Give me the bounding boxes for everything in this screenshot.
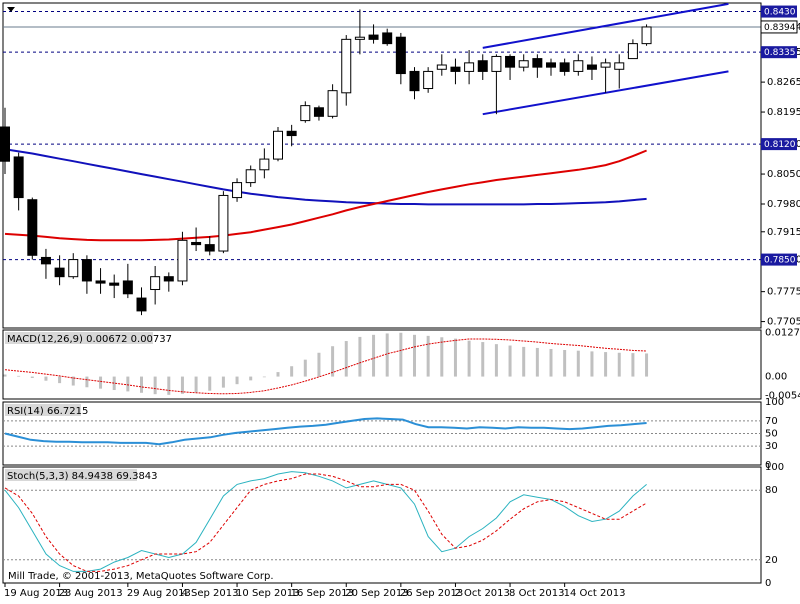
candle-body xyxy=(28,200,37,256)
rsi-tick-label: 50 xyxy=(765,429,778,440)
panel-frame-stoch xyxy=(3,467,761,583)
macd-tick-label: 0.01277 xyxy=(765,328,800,339)
candle-body xyxy=(96,281,105,283)
candle-body xyxy=(233,183,242,198)
level-tag-label: 0.8430 xyxy=(764,8,796,18)
candle-body xyxy=(246,170,255,183)
candle-body xyxy=(437,65,446,69)
candle-body xyxy=(192,242,201,244)
candle-body xyxy=(137,298,146,311)
candle-body xyxy=(301,106,310,121)
x-tick-label: 8 Oct 2013 xyxy=(509,588,564,599)
stoch-tick-label: 0 xyxy=(765,578,771,589)
candle-body xyxy=(451,67,460,71)
current-price-label: 0.8394 xyxy=(764,23,796,33)
stoch-tick-label: 20 xyxy=(765,555,778,566)
candle-body xyxy=(615,63,624,69)
candle-body xyxy=(82,260,91,281)
price-tick-label: 0.7705 xyxy=(767,317,800,328)
candle-body xyxy=(178,240,187,281)
candle-body xyxy=(164,277,173,281)
rsi-title: RSI(14) 66.7215 xyxy=(7,406,88,417)
rsi-tick-label: 30 xyxy=(765,441,778,452)
candle-body xyxy=(14,157,23,198)
price-tick-label: 0.8265 xyxy=(767,77,800,88)
x-tick-label: 23 Aug 2013 xyxy=(59,588,123,599)
x-tick-label: 4 Sep 2013 xyxy=(181,588,238,599)
candle-body xyxy=(123,281,132,294)
candle-body xyxy=(396,37,405,73)
candle-body xyxy=(410,71,419,90)
candle-body xyxy=(642,27,651,44)
price-tick-label: 0.7775 xyxy=(767,287,800,298)
price-tick-label: 0.8050 xyxy=(767,169,800,180)
price-tick-label: 0.7980 xyxy=(767,199,800,210)
candle-body xyxy=(547,63,556,67)
candle-body xyxy=(260,159,269,170)
panel-frames xyxy=(3,3,761,583)
candle-body xyxy=(314,108,323,117)
x-tick-label: 2 Oct 2013 xyxy=(454,588,509,599)
candle-body xyxy=(205,245,214,251)
rsi-tick-label: 100 xyxy=(765,397,784,408)
candle-body xyxy=(574,61,583,72)
candle-body xyxy=(628,44,637,59)
candle-body xyxy=(533,59,542,68)
stoch-tick-label: 80 xyxy=(765,485,778,496)
price-tick-label: 0.8195 xyxy=(767,107,800,118)
candle-body xyxy=(274,131,283,159)
stoch-title: Stoch(5,3,3) 84.9438 69.3843 xyxy=(7,471,158,482)
level-tag-label: 0.8120 xyxy=(764,140,796,150)
candle-body xyxy=(383,33,392,44)
candle-body xyxy=(287,131,296,135)
candle-body xyxy=(41,257,50,263)
x-tick-label: 14 Oct 2013 xyxy=(564,588,626,599)
candle-body xyxy=(601,63,610,67)
candle-body xyxy=(69,260,78,277)
candle-body xyxy=(424,71,433,88)
macd-title: MACD(12,26,9) 0.00672 0.00737 xyxy=(7,334,172,345)
macd-tick-label: 0.00 xyxy=(765,372,787,383)
candle-body xyxy=(219,195,228,251)
candle-body xyxy=(328,91,337,117)
candle-body xyxy=(355,37,364,39)
candle-body xyxy=(506,56,515,67)
candle-body xyxy=(55,268,64,277)
candle-body xyxy=(519,61,528,67)
candle-body xyxy=(560,63,569,72)
candle-body xyxy=(1,127,10,161)
rsi-tick-label: 70 xyxy=(765,416,778,427)
candle-body xyxy=(478,61,487,72)
stoch-tick-label: 100 xyxy=(765,462,784,473)
price-tick-label: 0.7915 xyxy=(767,227,800,238)
candle-body xyxy=(465,63,474,72)
level-tag-label: 0.7850 xyxy=(764,256,796,266)
copyright-text: Mill Trade, © 2001-2013, MetaQuotes Soft… xyxy=(8,571,274,582)
candle-body xyxy=(342,39,351,92)
level-tag-label: 0.8335 xyxy=(764,48,796,58)
candle-body xyxy=(151,277,160,290)
candle-body xyxy=(587,65,596,69)
candle-body xyxy=(369,35,378,39)
candle-body xyxy=(492,56,501,71)
candle-body xyxy=(110,283,119,285)
